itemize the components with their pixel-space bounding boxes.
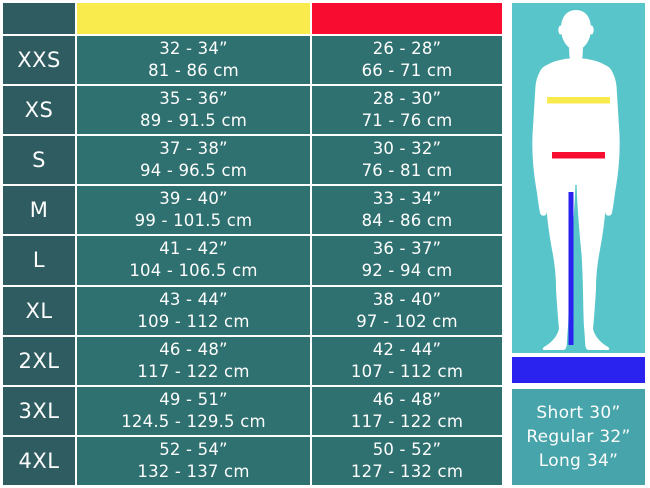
waist-centimeters: 127 - 132 cm — [350, 461, 464, 481]
chest-inches: 39 - 40” — [159, 189, 228, 209]
waist-line — [552, 152, 605, 159]
chest-measurement-cell: 35 - 36” 89 - 91.5 cm — [77, 86, 310, 135]
waist-centimeters: 71 - 76 cm — [361, 111, 453, 131]
chest-inches: 35 - 36” — [159, 89, 228, 109]
waist-inches: 42 - 44” — [372, 339, 442, 359]
waist-measurement-cell: 28 - 30” 71 - 76 cm — [312, 86, 502, 135]
inseam-line — [568, 192, 574, 345]
chest-inches: 32 - 34” — [159, 39, 228, 59]
chest-measurement-cell: 46 - 48” 117 - 122 cm — [77, 336, 310, 385]
chest-centimeters: 81 - 86 cm — [148, 61, 239, 81]
chest-centimeters: 89 - 91.5 cm — [140, 111, 247, 131]
chest-centimeters: 94 - 96.5 cm — [140, 161, 247, 181]
waist-centimeters: 107 - 112 cm — [350, 361, 464, 381]
waist-centimeters: 84 - 86 cm — [361, 211, 453, 231]
inseam-length-box: Short 30” Regular 32” Long 34” — [512, 389, 645, 485]
waist-column-header-swatch — [312, 3, 502, 34]
waist-inches: 33 - 34” — [372, 189, 442, 209]
size-label: XS — [3, 86, 75, 135]
size-table: XXS 32 - 34” 81 - 86 cm 26 - 28” 66 - 71… — [3, 3, 502, 485]
chest-centimeters: 124.5 - 129.5 cm — [121, 411, 266, 431]
body-diagram — [512, 3, 645, 353]
waist-inches: 26 - 28” — [372, 39, 442, 59]
waist-measurement-cell: 38 - 40” 97 - 102 cm — [312, 286, 502, 335]
waist-measurement-cell: 36 - 37” 92 - 94 cm — [312, 236, 502, 285]
figure-panel: Short 30” Regular 32” Long 34” — [512, 3, 645, 485]
waist-centimeters: 97 - 102 cm — [356, 311, 458, 331]
size-label: 4XL — [3, 436, 75, 485]
chest-centimeters: 104 - 106.5 cm — [129, 261, 258, 281]
size-label: 3XL — [3, 386, 75, 435]
table-corner-cell — [3, 3, 75, 34]
size-label: M — [3, 186, 75, 235]
waist-inches: 30 - 32” — [372, 139, 442, 159]
size-label: L — [3, 236, 75, 285]
waist-measurement-cell: 26 - 28” 66 - 71 cm — [312, 36, 502, 85]
chest-centimeters: 109 - 112 cm — [137, 311, 250, 331]
size-label: XL — [3, 286, 75, 335]
chest-centimeters: 132 - 137 cm — [137, 461, 250, 481]
chest-column-header-swatch — [77, 3, 310, 34]
chest-measurement-cell: 41 - 42” 104 - 106.5 cm — [77, 236, 310, 285]
inseam-length-short: Short 30” — [536, 403, 621, 423]
chest-line — [547, 97, 610, 104]
inseam-legend-bar — [512, 357, 645, 383]
waist-centimeters: 117 - 122 cm — [350, 411, 464, 431]
waist-inches: 38 - 40” — [372, 289, 442, 309]
size-label: S — [3, 136, 75, 185]
waist-measurement-cell: 46 - 48” 117 - 122 cm — [312, 386, 502, 435]
waist-inches: 50 - 52” — [372, 439, 442, 459]
chest-inches: 46 - 48” — [159, 339, 228, 359]
chest-measurement-cell: 52 - 54” 132 - 137 cm — [77, 436, 310, 485]
size-label: XXS — [3, 36, 75, 85]
waist-measurement-cell: 42 - 44” 107 - 112 cm — [312, 336, 502, 385]
chest-centimeters: 117 - 122 cm — [137, 361, 250, 381]
waist-measurement-cell: 30 - 32” 76 - 81 cm — [312, 136, 502, 185]
chest-inches: 37 - 38” — [159, 139, 228, 159]
waist-inches: 46 - 48” — [372, 389, 442, 409]
chest-inches: 41 - 42” — [159, 239, 228, 259]
inseam-length-regular: Regular 32” — [526, 427, 631, 447]
waist-centimeters: 76 - 81 cm — [361, 161, 453, 181]
waist-centimeters: 66 - 71 cm — [361, 61, 453, 81]
chest-centimeters: 99 - 101.5 cm — [134, 211, 253, 231]
waist-measurement-cell: 50 - 52” 127 - 132 cm — [312, 436, 502, 485]
chest-measurement-cell: 39 - 40” 99 - 101.5 cm — [77, 186, 310, 235]
chest-inches: 43 - 44” — [159, 289, 228, 309]
male-silhouette-icon — [532, 10, 620, 350]
waist-inches: 28 - 30” — [372, 89, 442, 109]
chest-measurement-cell: 43 - 44” 109 - 112 cm — [77, 286, 310, 335]
chest-measurement-cell: 37 - 38” 94 - 96.5 cm — [77, 136, 310, 185]
chest-measurement-cell: 32 - 34” 81 - 86 cm — [77, 36, 310, 85]
chest-measurement-cell: 49 - 51” 124.5 - 129.5 cm — [77, 386, 310, 435]
size-label: 2XL — [3, 336, 75, 385]
chest-inches: 52 - 54” — [159, 439, 228, 459]
waist-measurement-cell: 33 - 34” 84 - 86 cm — [312, 186, 502, 235]
chest-inches: 49 - 51” — [159, 389, 228, 409]
inseam-length-long: Long 34” — [538, 451, 619, 471]
waist-inches: 36 - 37” — [372, 239, 442, 259]
waist-centimeters: 92 - 94 cm — [361, 261, 453, 281]
